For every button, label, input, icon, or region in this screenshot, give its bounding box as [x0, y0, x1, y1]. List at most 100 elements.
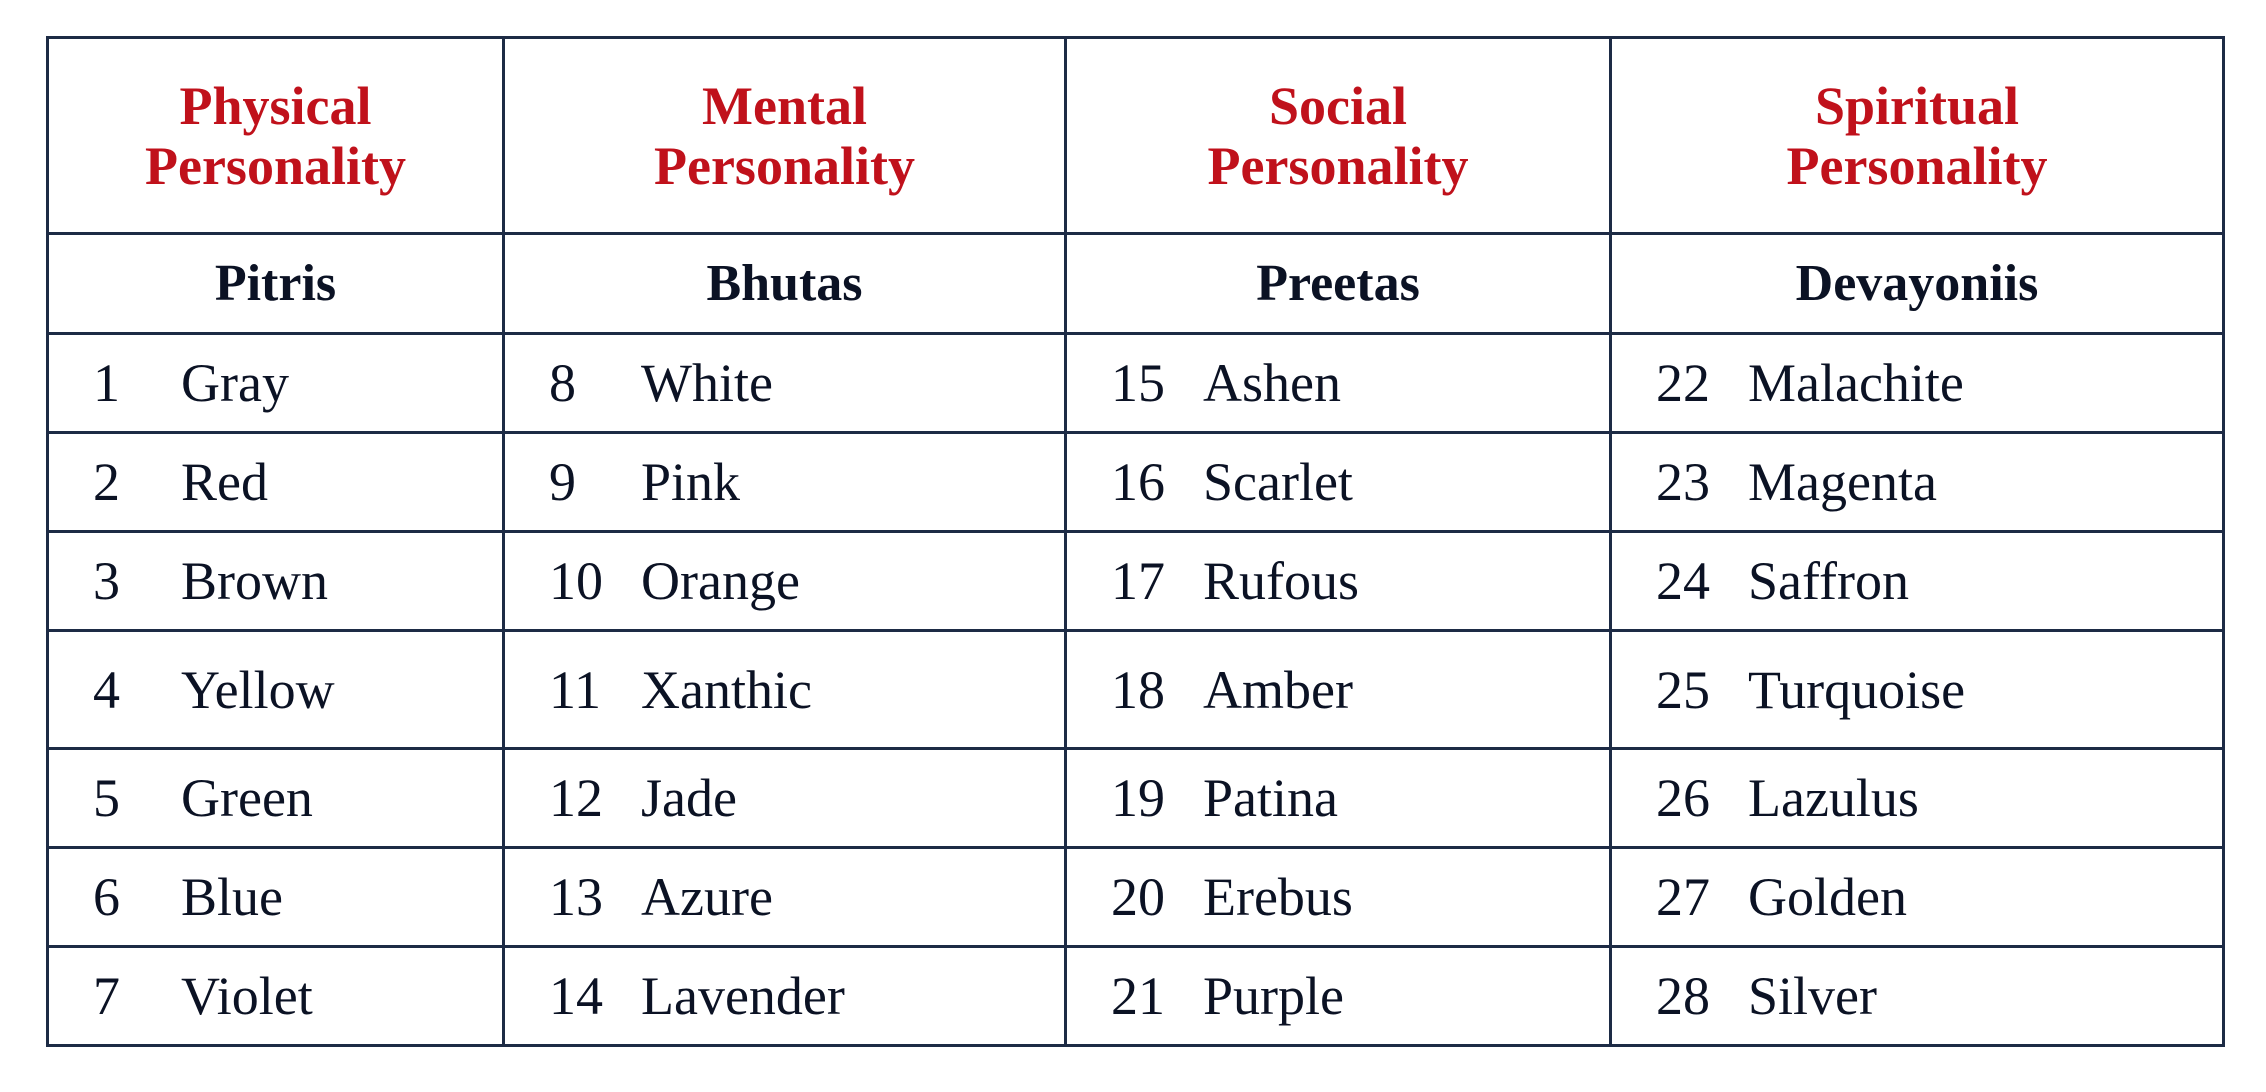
header-line: Personality [1786, 135, 2048, 196]
header-social-personality: Social Personality [1064, 36, 1612, 235]
table-cell: 1 Gray [46, 332, 505, 434]
table-cell: 26 Lazulus [1609, 747, 2225, 849]
item-number: 7 [93, 966, 120, 1026]
item-name: Silver [1748, 966, 1877, 1026]
item-name: Pink [641, 452, 741, 512]
table-cell: 2 Red [46, 431, 505, 533]
item-name: Purple [1203, 966, 1344, 1026]
header-line: Social [1268, 75, 1407, 136]
item-name: Scarlet [1203, 452, 1353, 512]
item-name: Orange [641, 551, 800, 611]
table-cell: 24 Saffron [1609, 530, 2225, 632]
header-spiritual-personality: Spiritual Personality [1609, 36, 2225, 235]
table-cell: 19 Patina [1064, 747, 1612, 849]
group-row: Pitris Bhutas Preetas Devayoniis [46, 232, 2225, 335]
table-row: 5 Green 12 Jade 19 Patina 26 Lazulus [46, 747, 2225, 849]
table-cell: 3 Brown [46, 530, 505, 632]
header-mental-personality: Mental Personality [502, 36, 1067, 235]
item-name: Amber [1203, 659, 1353, 720]
header-line: Mental [702, 75, 867, 136]
item-number: 11 [549, 659, 601, 720]
item-name: Azure [641, 867, 773, 927]
table-cell: 17 Rufous [1064, 530, 1612, 632]
item-number: 17 [1111, 551, 1165, 611]
item-number: 3 [93, 551, 120, 611]
item-name: Malachite [1748, 353, 1964, 413]
item-number: 21 [1111, 966, 1165, 1026]
header-line: Personality [145, 135, 406, 196]
item-name: Lazulus [1748, 768, 1919, 828]
item-name: Saffron [1748, 551, 1909, 611]
item-number: 23 [1656, 452, 1710, 512]
table-cell: 16 Scarlet [1064, 431, 1612, 533]
table-cell: 13 Azure [502, 846, 1067, 948]
item-number: 4 [93, 659, 120, 720]
group-bhutas: Bhutas [502, 232, 1067, 335]
item-name: Golden [1748, 867, 1907, 927]
table-row: 6 Blue 13 Azure 20 Erebus 27 Golden [46, 846, 2225, 948]
group-devayoniis: Devayoniis [1609, 232, 2225, 335]
item-name: Yellow [181, 659, 335, 720]
table-row: 4 Yellow 11 Xanthic 18 Amber 25 Turquoise [46, 629, 2225, 750]
table-row: 7 Violet 14 Lavender 21 Purple 28 Silver [46, 945, 2225, 1047]
group-pitris: Pitris [46, 232, 505, 335]
table-cell: 15 Ashen [1064, 332, 1612, 434]
item-name: Green [181, 768, 313, 828]
table-cell: 27 Golden [1609, 846, 2225, 948]
item-number: 13 [549, 867, 603, 927]
item-number: 27 [1656, 867, 1710, 927]
item-number: 8 [549, 353, 576, 413]
item-name: Jade [641, 768, 737, 828]
table-cell: 21 Purple [1064, 945, 1612, 1047]
table-cell: 14 Lavender [502, 945, 1067, 1047]
item-name: Patina [1203, 768, 1338, 828]
item-name: White [641, 353, 773, 413]
table-cell: 8 White [502, 332, 1067, 434]
item-number: 5 [93, 768, 120, 828]
item-name: Erebus [1203, 867, 1353, 927]
item-number: 26 [1656, 768, 1710, 828]
item-name: Ashen [1203, 353, 1341, 413]
item-number: 10 [549, 551, 603, 611]
item-number: 19 [1111, 768, 1165, 828]
item-number: 9 [549, 452, 576, 512]
header-row: Physical Personality Mental Personality … [46, 36, 2225, 235]
item-name: Turquoise [1748, 659, 1966, 720]
table-row: 1 Gray 8 White 15 Ashen 22 Malachite [46, 332, 2225, 434]
item-number: 12 [549, 768, 603, 828]
item-number: 20 [1111, 867, 1165, 927]
item-number: 16 [1111, 452, 1165, 512]
table-cell: 11 Xanthic [502, 629, 1067, 750]
table-cell: 28 Silver [1609, 945, 2225, 1047]
personality-color-table: Physical Personality Mental Personality … [46, 36, 2225, 1047]
table-cell: 23 Magenta [1609, 431, 2225, 533]
table-cell: 18 Amber [1064, 629, 1612, 750]
header-physical-personality: Physical Personality [46, 36, 505, 235]
group-preetas: Preetas [1064, 232, 1612, 335]
item-name: Lavender [641, 966, 845, 1026]
table-cell: 10 Orange [502, 530, 1067, 632]
table-cell: 22 Malachite [1609, 332, 2225, 434]
header-line: Spiritual [1814, 75, 2020, 136]
header-line: Personality [654, 135, 915, 196]
item-name: Magenta [1748, 452, 1937, 512]
table-cell: 5 Green [46, 747, 505, 849]
item-number: 18 [1111, 659, 1165, 720]
item-name: Blue [181, 867, 283, 927]
header-line: Personality [1207, 135, 1469, 196]
item-name: Rufous [1203, 551, 1360, 611]
item-number: 25 [1656, 659, 1710, 720]
item-name: Gray [181, 353, 289, 413]
table-cell: 6 Blue [46, 846, 505, 948]
table-cell: 25 Turquoise [1609, 629, 2225, 750]
item-number: 28 [1656, 966, 1710, 1026]
table-cell: 7 Violet [46, 945, 505, 1047]
table-cell: 20 Erebus [1064, 846, 1612, 948]
table-cell: 12 Jade [502, 747, 1067, 849]
item-number: 2 [93, 452, 120, 512]
item-number: 22 [1656, 353, 1710, 413]
table-cell: 4 Yellow [46, 629, 505, 750]
table-row: 2 Red 9 Pink 16 Scarlet 23 Magenta [46, 431, 2225, 533]
header-line: Physical [179, 75, 372, 136]
table-cell: 9 Pink [502, 431, 1067, 533]
